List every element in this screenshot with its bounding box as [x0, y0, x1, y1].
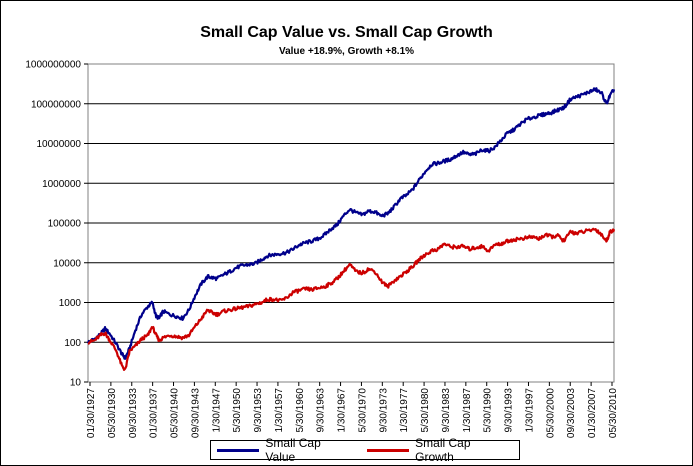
- chart-subtitle: Value +18.9%, Growth +8.1%: [278, 46, 415, 57]
- x-tick-label: 05/30/1930: [107, 388, 118, 438]
- x-tick-label: 1/30/1997: [524, 388, 535, 433]
- x-tick-label: 5/30/1970: [357, 388, 368, 433]
- legend-swatch-growth: [366, 448, 410, 452]
- x-tick-label: 1/30/1967: [337, 388, 348, 433]
- x-tick-label: 01/30/2007: [587, 388, 598, 438]
- x-tick-label: 1/30/1987: [462, 388, 473, 433]
- chart-title: Small Cap Value vs. Small Cap Growth: [200, 24, 493, 41]
- x-tick-label: 05/30/2010: [608, 388, 619, 438]
- y-tick-label: 10000: [53, 258, 81, 269]
- y-tick-label: 100: [64, 338, 81, 349]
- x-tick-label: 1/30/1977: [399, 388, 410, 433]
- y-tick-label: 100000: [48, 219, 82, 230]
- x-tick-label: 1/30/1947: [211, 388, 222, 433]
- legend-item-value: Small Cap Value: [217, 436, 351, 464]
- x-tick-label: 05/30/2000: [545, 388, 556, 438]
- chart-legend: Small Cap Value Small Cap Growth: [210, 436, 520, 464]
- x-tick-label: 05/30/1940: [170, 388, 181, 438]
- series-line-small-cap-growth: [87, 227, 616, 371]
- x-tick-label: 5/30/1960: [295, 388, 306, 433]
- x-tick-label: 9/30/1993: [504, 388, 515, 433]
- x-tick-label: 9/30/1953: [253, 388, 264, 433]
- y-tick-label: 1000000000: [25, 60, 81, 71]
- y-tick-label: 1000000: [42, 179, 81, 190]
- y-tick-label: 100000000: [31, 99, 81, 110]
- x-tick-label: 5/30/1980: [420, 388, 431, 433]
- x-tick-label: 09/30/1933: [128, 388, 139, 438]
- x-tick-label: 9/30/1983: [441, 388, 452, 433]
- x-tick-label: 01/30/1927: [86, 388, 97, 438]
- legend-label-value: Small Cap Value: [265, 436, 321, 464]
- x-tick-label: 5/30/1950: [232, 388, 243, 433]
- y-tick-label: 10000000: [37, 139, 82, 150]
- x-tick-label: 9/30/1973: [378, 388, 389, 433]
- legend-item-growth: Small Cap Growth: [366, 436, 509, 464]
- y-tick-label: 10: [70, 378, 82, 389]
- legend-swatch-value: [217, 448, 260, 452]
- x-tick-label: 5/30/1990: [483, 388, 494, 433]
- x-tick-label: 9/30/1963: [316, 388, 327, 433]
- series-line-small-cap-value: [86, 87, 616, 360]
- x-tick-label: 09/30/1943: [190, 388, 201, 438]
- y-tick-label: 1000: [59, 298, 82, 309]
- x-tick-label: 01/30/1937: [149, 388, 160, 438]
- x-tick-label: 09/30/2003: [566, 388, 577, 438]
- legend-label-growth: Small Cap Growth: [415, 436, 471, 464]
- x-tick-label: 1/30/1957: [274, 388, 285, 433]
